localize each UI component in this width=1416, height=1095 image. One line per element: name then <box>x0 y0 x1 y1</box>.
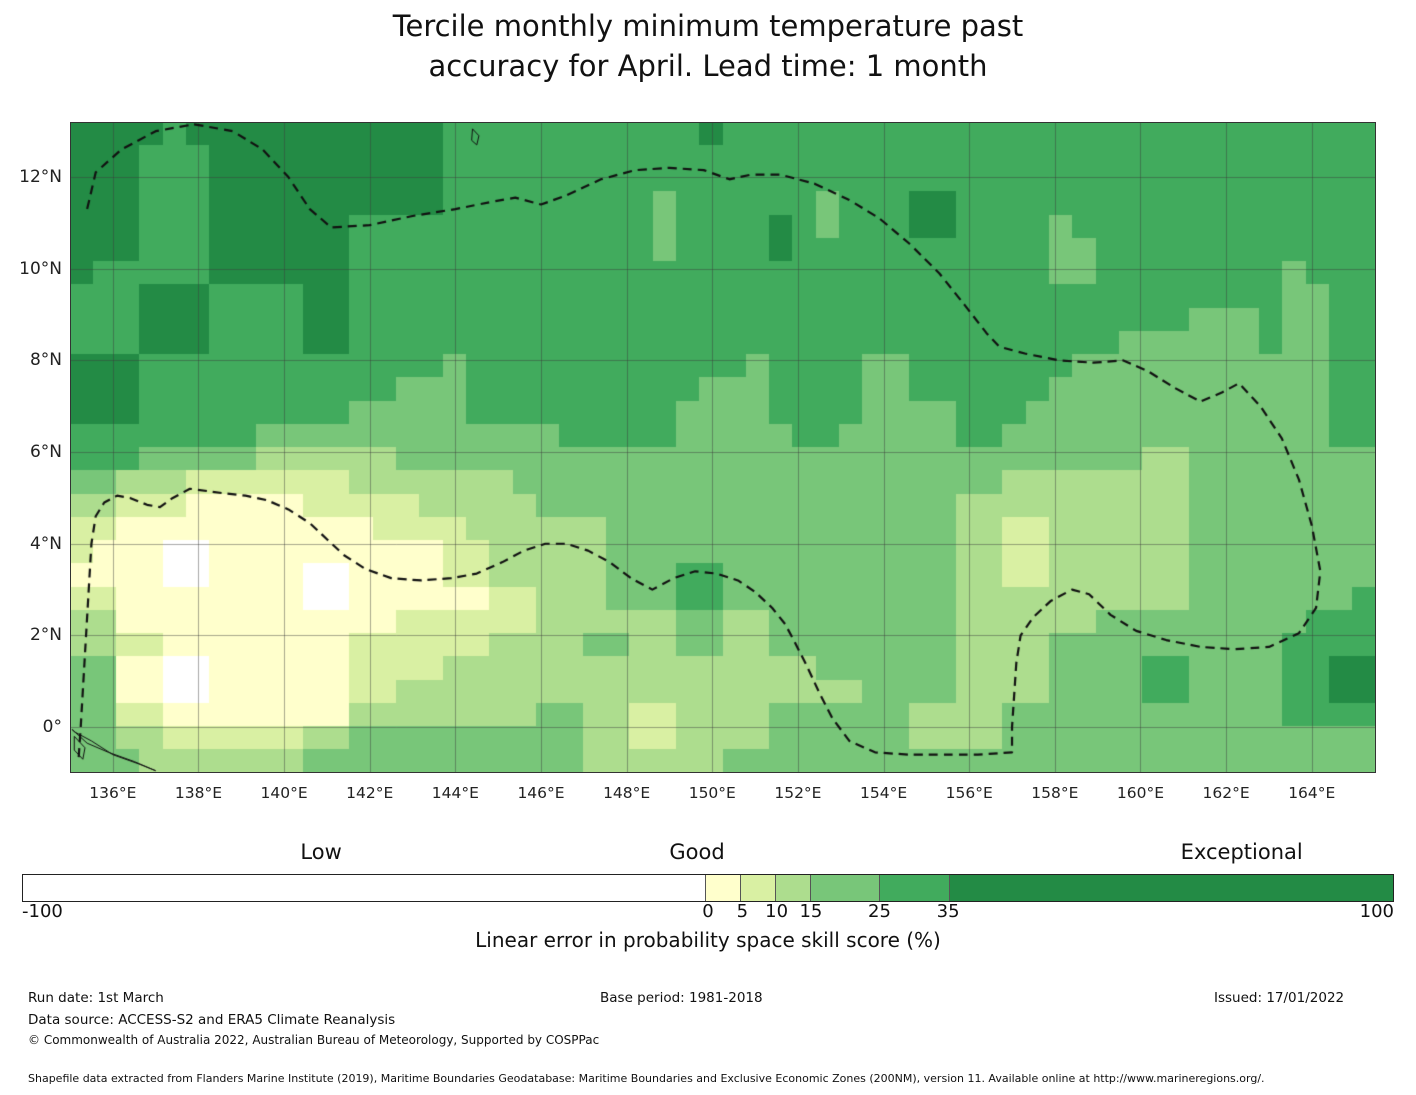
colorbar-tick-15: 15 <box>799 901 823 922</box>
base-period: Base period: 1981-2018 <box>600 990 763 1006</box>
y-axis-tick-label: 10°N <box>19 258 62 279</box>
colorbar-segment-6[interactable] <box>948 875 1393 901</box>
issued-date: Issued: 17/01/2022 <box>1214 990 1345 1006</box>
colorbar-segment-3[interactable] <box>775 875 811 901</box>
x-axis-tick-label: 158°E <box>1031 784 1079 802</box>
colorbar-tick-5: 5 <box>736 901 749 922</box>
x-axis-tick-label: 146°E <box>517 784 565 802</box>
y-axis-tick-label: 0° <box>42 717 62 738</box>
colorbar-tick-25: 25 <box>868 901 891 922</box>
copyright-notice: © Commonwealth of Australia 2022, Austra… <box>28 1033 600 1047</box>
x-axis-tick-label: 162°E <box>1202 784 1250 802</box>
shapefile-attribution: Shapefile data extracted from Flanders M… <box>28 1072 1265 1085</box>
colorbar-tick-100: 100 <box>1359 901 1394 922</box>
x-axis-tick-label: 136°E <box>89 784 137 802</box>
run-date: Run date: 1st March <box>28 990 164 1006</box>
skill-score-heatmap[interactable] <box>70 122 1376 773</box>
x-axis-tick-label: 164°E <box>1288 784 1336 802</box>
x-axis-tick-label: 152°E <box>774 784 822 802</box>
x-axis-tick-label: 144°E <box>431 784 479 802</box>
colorbar-tick-0: 0 <box>702 901 714 922</box>
colorbar-title: Linear error in probability space skill … <box>475 928 941 952</box>
x-axis-tick-label: 142°E <box>346 784 394 802</box>
y-axis-tick-label: 4°N <box>29 533 62 554</box>
y-axis-tick-label: 12°N <box>19 167 62 187</box>
y-axis-labels: 12°N 10°N 8°N 6°N 4°N 2°N 0° <box>0 0 62 1095</box>
page-title: Tercile monthly minimum temperature past… <box>392 9 1024 83</box>
x-axis-labels: 136°E 138°E 140°E 142°E 144°E 146°E 148°E 150°E… <box>0 784 1416 808</box>
colorbar-segment-5[interactable] <box>879 875 949 901</box>
colorbar-category-exceptional: Exceptional <box>1180 840 1303 864</box>
colorbar-tick-10: 10 <box>765 901 789 922</box>
y-axis-tick-label: 8°N <box>29 350 62 371</box>
colorbar-category-good: Good <box>669 840 725 864</box>
x-axis-tick-label: 140°E <box>260 784 308 802</box>
colorbar-segment-2[interactable] <box>740 875 776 901</box>
x-axis-tick-label: 160°E <box>1116 784 1165 802</box>
colorbar-wrap <box>22 874 1394 902</box>
colorbar-segment-0[interactable] <box>23 875 705 901</box>
x-axis-tick-label: 148°E <box>603 784 651 802</box>
map-plot-area[interactable] <box>70 122 1376 773</box>
colorbar-tick-labels: -100 0 5 10 15 25 35 100 <box>0 901 1416 925</box>
x-axis-tick-label: 154°E <box>859 784 908 802</box>
colorbar-segment-1[interactable] <box>705 875 741 901</box>
y-axis-tick-label: 6°N <box>29 442 62 463</box>
y-axis-tick-label: 2°N <box>29 625 62 646</box>
colorbar-tick-35: 35 <box>936 901 960 922</box>
x-axis-tick-label: 150°E <box>688 784 736 802</box>
colorbar[interactable] <box>22 874 1394 902</box>
colorbar-category-low: Low <box>300 840 342 864</box>
x-axis-tick-label: 156°E <box>945 784 993 802</box>
x-axis-tick-label: 138°E <box>174 784 223 802</box>
colorbar-segment-4[interactable] <box>810 875 880 901</box>
colorbar-tick--100: -100 <box>22 901 63 922</box>
data-source: Data source: ACCESS-S2 and ERA5 Climate … <box>28 1012 396 1028</box>
colorbar-category-labels: Low Good Exceptional <box>0 840 1416 870</box>
